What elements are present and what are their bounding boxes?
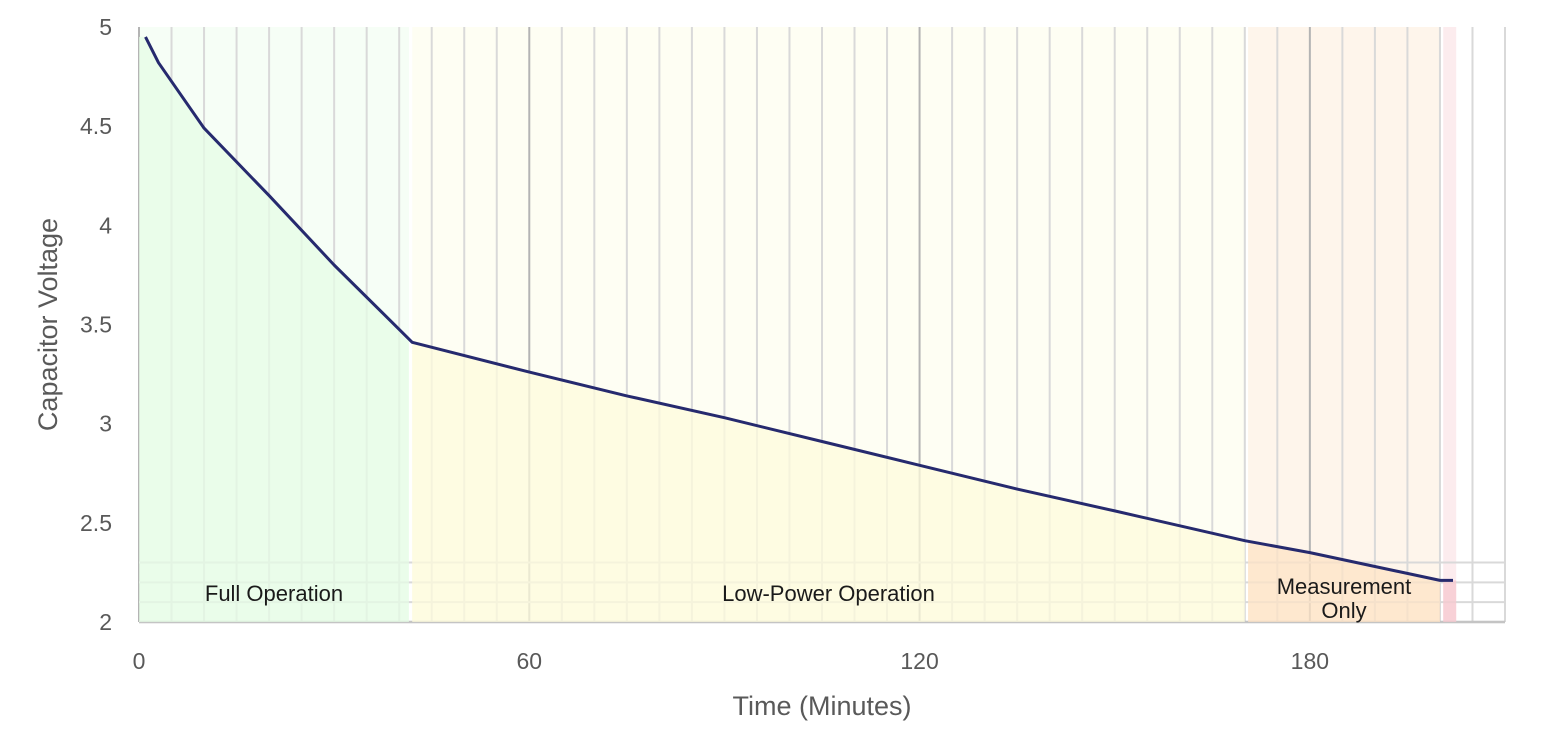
y-tick-label: 3 [99, 411, 112, 437]
y-tick-label: 4.5 [80, 113, 112, 139]
y-tick-label: 5 [99, 14, 112, 40]
region-area-2 [1248, 541, 1440, 622]
x-tick-labels: 0 60 120 180 [133, 648, 1329, 674]
x-tick-label: 60 [516, 648, 542, 674]
region-area-0 [139, 36, 409, 622]
x-axis-label: Time (Minutes) [732, 691, 911, 721]
y-tick-label: 2 [99, 609, 112, 635]
x-tick-label: 180 [1291, 648, 1329, 674]
y-axis-label: Capacitor Voltage [33, 218, 63, 431]
region-label-2: Measurement Only [1277, 574, 1412, 623]
x-tick-label: 0 [133, 648, 146, 674]
voltage-area [139, 36, 1457, 622]
region-area-3 [1443, 580, 1457, 622]
voltage-series-line [144, 36, 1453, 582]
y-tick-label: 3.5 [80, 312, 112, 338]
region-labels: Full Operation Low-Power Operation Measure… [205, 574, 1411, 623]
y-tick-label: 4 [99, 212, 112, 238]
region-label-0: Full Operation [205, 581, 343, 606]
voltage-line [144, 36, 1453, 582]
y-tick-label: 2.5 [80, 510, 112, 536]
region-area-1 [412, 342, 1245, 622]
region-label-1: Low-Power Operation [722, 581, 935, 606]
x-tick-label: 120 [900, 648, 938, 674]
y-tick-labels: 2 2.5 3 3.5 4 4.5 5 [80, 14, 112, 635]
region-band-3 [1443, 27, 1457, 622]
